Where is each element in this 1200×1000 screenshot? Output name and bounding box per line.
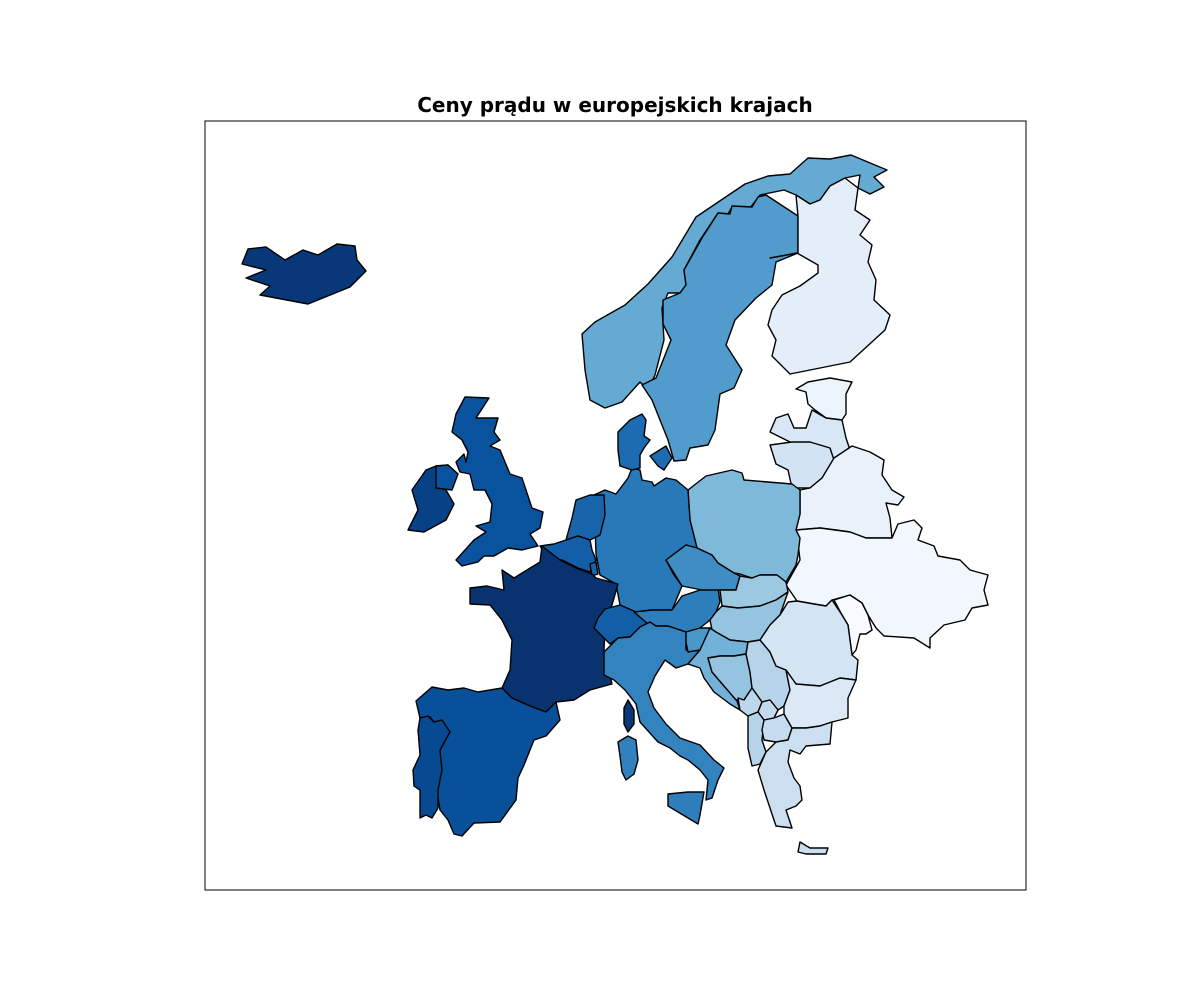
country-sardinia xyxy=(617,735,639,781)
country-sweden xyxy=(641,194,799,462)
country-denmark-island xyxy=(649,445,673,471)
country-sicily xyxy=(667,791,705,825)
country-italy xyxy=(603,621,725,801)
country-greece xyxy=(757,721,833,829)
country-northern-ireland xyxy=(435,464,459,491)
country-finland xyxy=(767,177,891,375)
country-corsica xyxy=(623,699,635,733)
country-romania xyxy=(759,599,859,687)
country-united-kingdom xyxy=(451,396,544,567)
country-iceland xyxy=(241,243,367,305)
country-estonia xyxy=(795,377,853,421)
country-france xyxy=(469,545,619,713)
country-netherlands xyxy=(565,494,606,541)
country-denmark xyxy=(617,413,651,471)
country-crete xyxy=(797,841,829,855)
map-frame xyxy=(204,120,1027,891)
country-portugal xyxy=(412,715,451,819)
country-layer xyxy=(241,154,989,855)
country-luxembourg xyxy=(589,561,599,577)
country-czechia xyxy=(665,544,741,591)
map-title: Ceny prądu w europejskich krajach xyxy=(417,93,812,117)
